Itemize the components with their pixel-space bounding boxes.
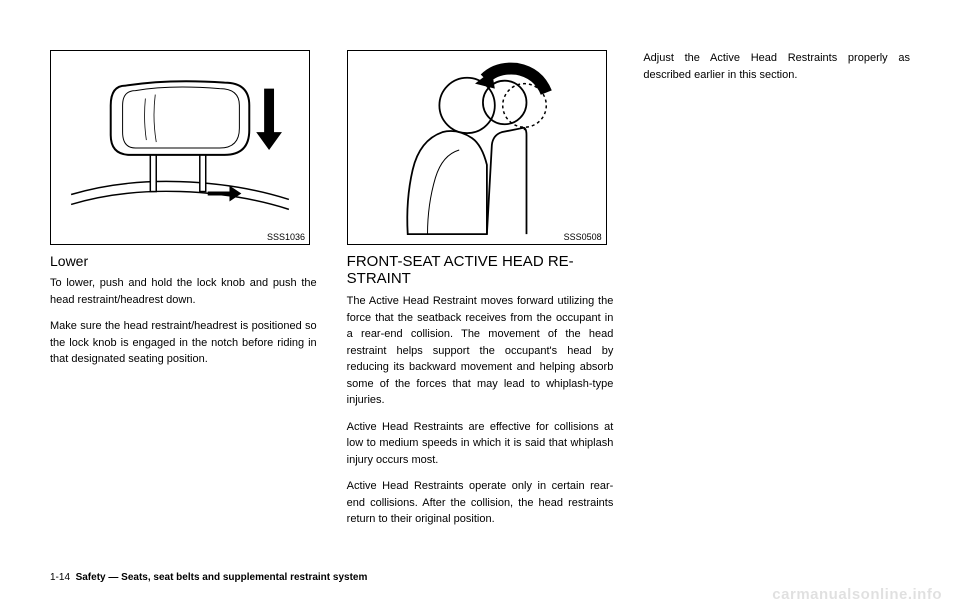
headrest-diagram-icon [51,51,309,244]
page-footer: 1-14 Safety — Seats, seat belts and supp… [50,572,367,583]
column-1: SSS1036 Lower To lower, push and hold th… [50,50,317,538]
watermark: carmanualsonline.info [772,586,942,603]
figure-active-headrest: SSS0508 [347,50,607,245]
chapter-title: Safety — Seats, seat belts and supplemen… [76,572,368,583]
col3-para1: Adjust the Active Head Restraints proper… [643,50,910,83]
figure-label-1: SSS1036 [267,232,305,242]
col1-para1: To lower, push and hold the lock knob an… [50,275,317,308]
col1-para2: Make sure the head restraint/headrest is… [50,318,317,368]
col2-para1: The Active Head Restraint moves forward … [347,293,614,409]
column-2: SSS0508 FRONT-SEAT ACTIVE HEAD RE­STRAIN… [347,50,614,538]
heading-front-seat: FRONT-SEAT ACTIVE HEAD RE­STRAINT [347,253,614,287]
page-number: 1-14 [50,572,70,583]
figure-label-2: SSS0508 [564,232,602,242]
figure-headrest-lower: SSS1036 [50,50,310,245]
heading-lower: Lower [50,253,317,269]
page-content: SSS1036 Lower To lower, push and hold th… [0,0,960,558]
column-3: Adjust the Active Head Restraints proper… [643,50,910,538]
col2-para2: Active Head Restraints are effective for… [347,419,614,469]
col2-para3: Active Head Restraints operate only in c… [347,478,614,528]
active-headrest-diagram-icon [348,51,606,244]
